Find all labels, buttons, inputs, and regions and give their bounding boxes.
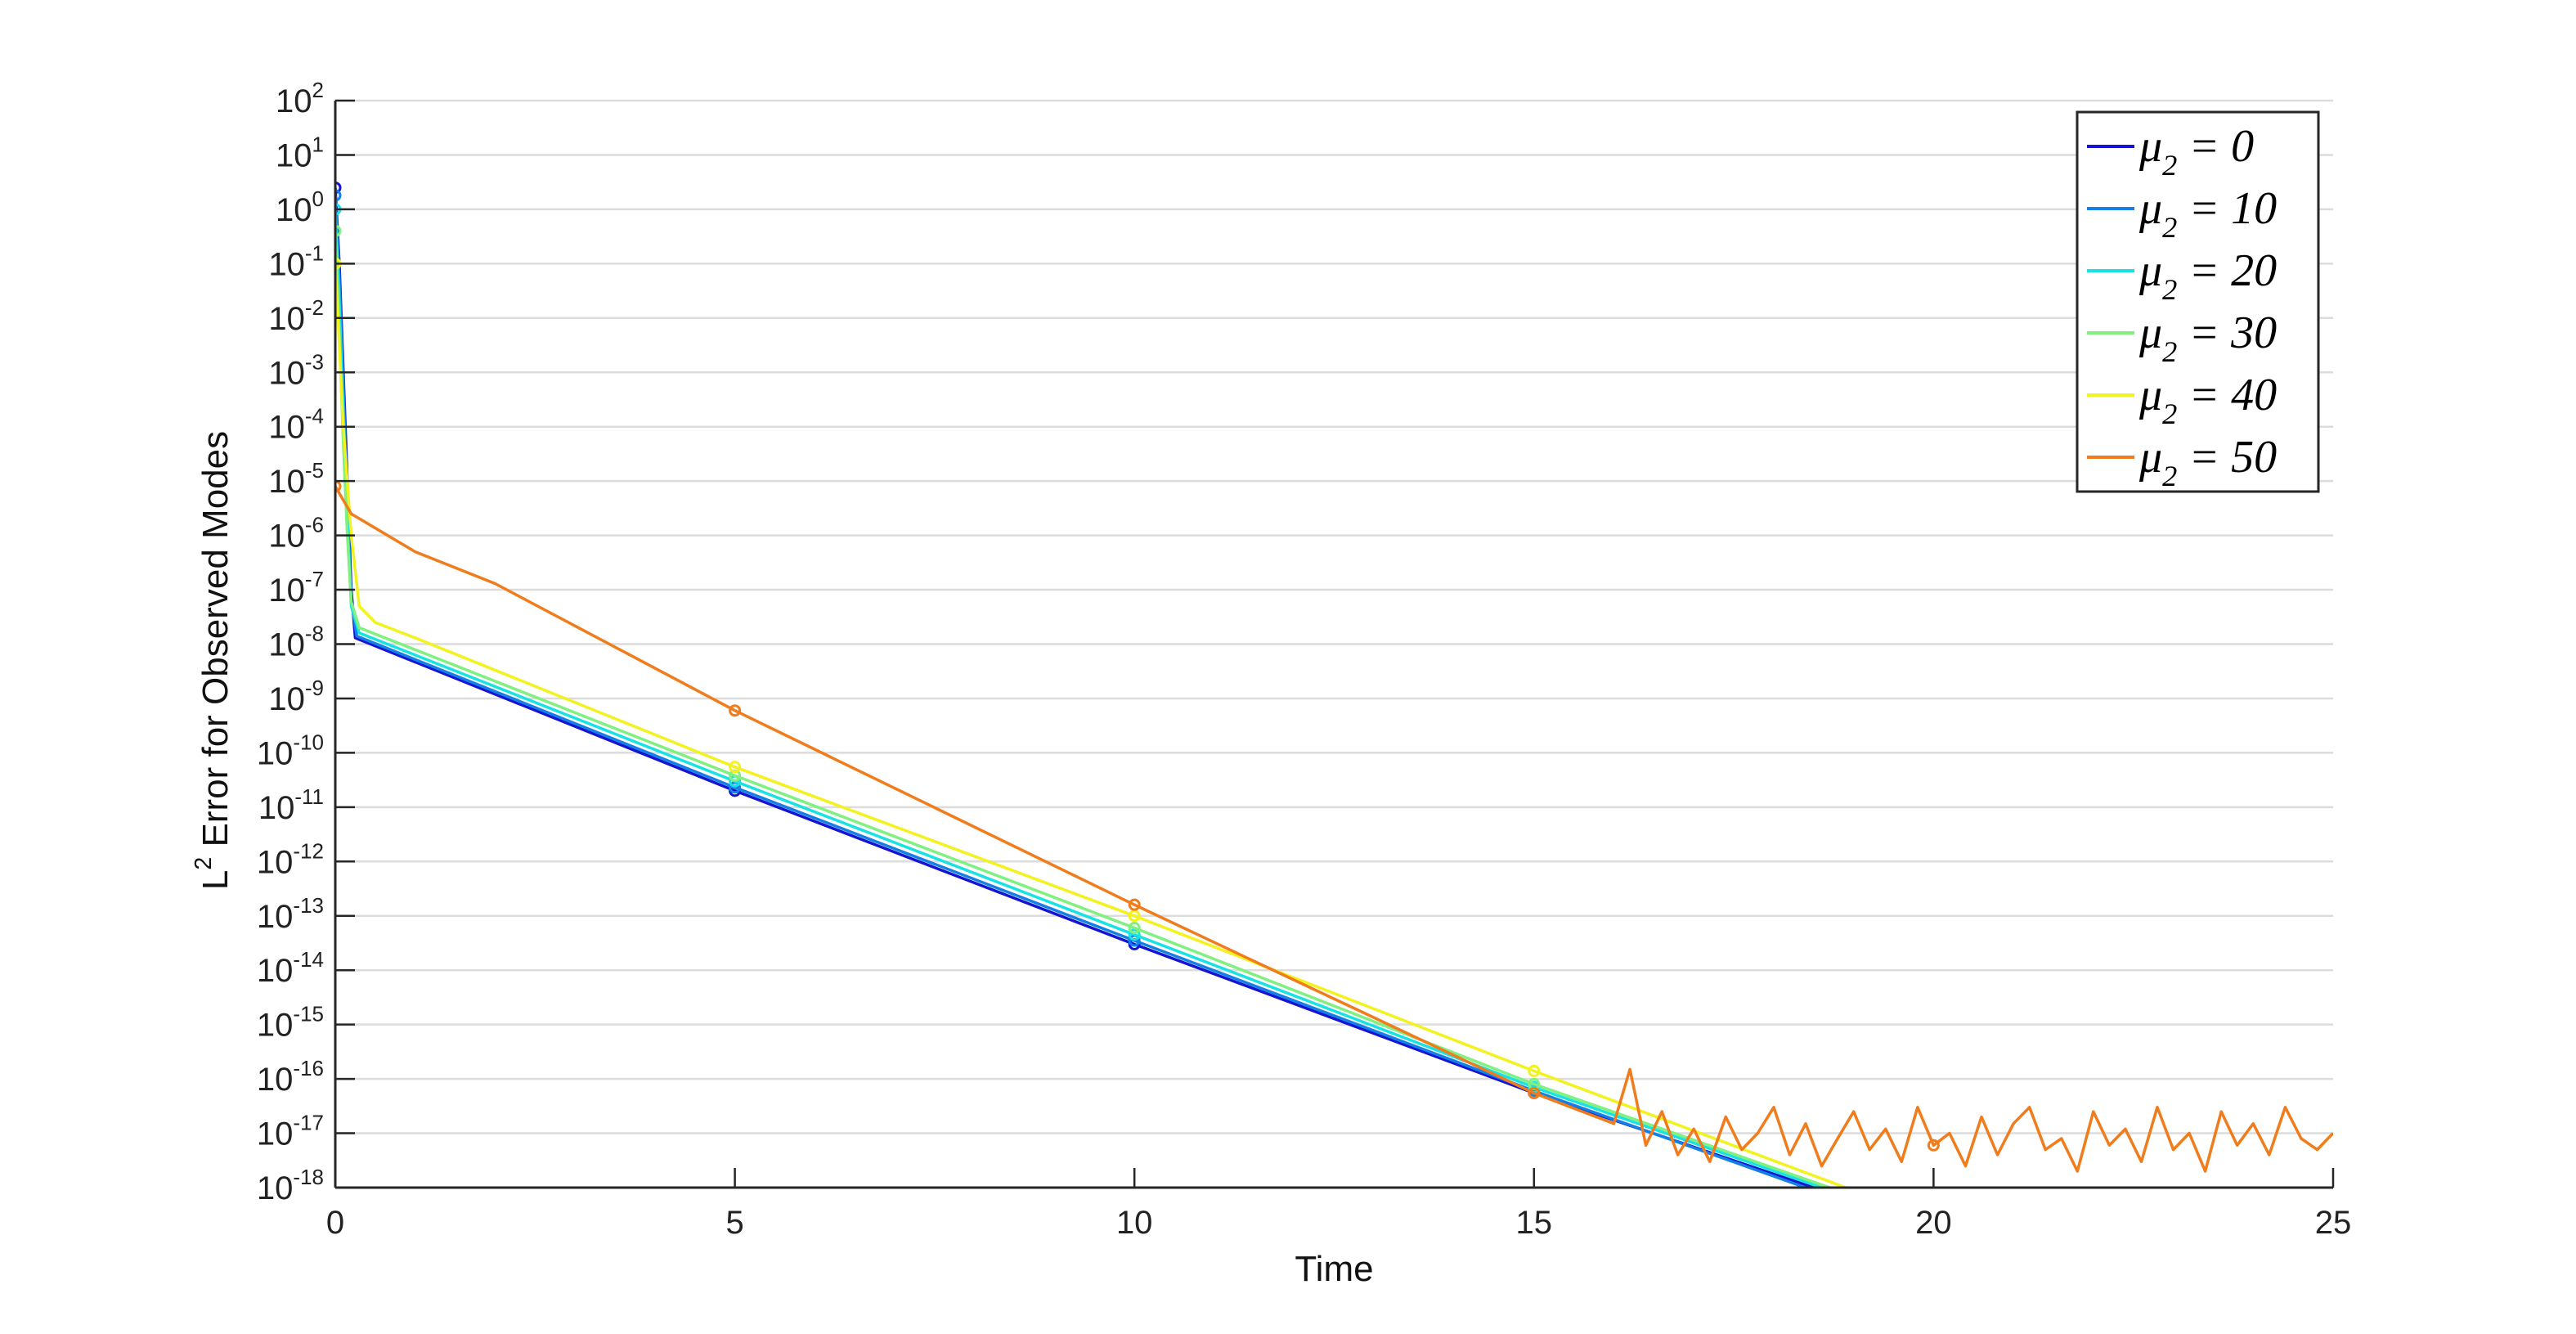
legend-box	[2076, 110, 2320, 493]
series-marker	[729, 761, 742, 774]
y-tick-label: 10-12​	[257, 838, 324, 880]
x-tick-label: 5	[725, 1205, 743, 1241]
series-marker	[335, 224, 342, 237]
y-tick-label: 101​	[276, 132, 324, 173]
y-tick-label: 10-7​	[268, 567, 324, 609]
series-marker	[1528, 1086, 1541, 1099]
legend-label: μ2​ = 10	[2138, 183, 2277, 244]
y-tick-label: 10-11​	[258, 784, 324, 826]
x-tick-label: 20	[1915, 1205, 1952, 1241]
y-tick-label: 100​	[276, 186, 324, 228]
series-marker	[335, 181, 342, 194]
series-line	[335, 485, 2333, 1173]
series-marker	[729, 704, 742, 717]
series-marker	[335, 480, 342, 493]
x-tick-label: 15	[1516, 1205, 1553, 1241]
legend-label: μ2​ = 50	[2138, 432, 2277, 492]
x-axis-label: Time	[1295, 1249, 1373, 1289]
series-marker	[335, 189, 342, 202]
grid	[335, 99, 2333, 1189]
y-tick-label: 10-16​	[257, 1056, 324, 1098]
legend-label: μ2​ = 30	[2138, 308, 2277, 368]
legend-label: μ2​ = 40	[2138, 370, 2277, 430]
series-marker	[1128, 928, 1141, 941]
y-tick-label: 10-14​	[257, 947, 324, 989]
y-tick-label: 10-15​	[257, 1002, 324, 1044]
y-axis-label: L2​ Error for Observed Modes	[191, 431, 236, 890]
legend-label: μ2​ = 20	[2138, 245, 2277, 306]
y-tick-label: 10-10​	[257, 730, 324, 771]
series-marker	[1128, 921, 1141, 934]
axes: 10-18​ 10-17​ 10-16​ 10-15​ 10-14​ 10-13​ 10-1…	[191, 78, 2351, 1289]
series-marker	[1128, 898, 1141, 911]
series-marker	[1128, 910, 1141, 923]
y-tick-label: 10-3​	[268, 349, 324, 391]
y-tick-label: 10-18​	[257, 1165, 324, 1206]
y-tick-label: 10-2​	[268, 295, 324, 337]
y-tick-label: 10-9​	[268, 676, 324, 717]
x-tick-label: 10	[1116, 1205, 1153, 1241]
y-tick-label: 10-1​	[268, 240, 324, 282]
series-marker	[1927, 1139, 1940, 1152]
y-tick-label: 10-17​	[257, 1111, 324, 1152]
legend-label: μ2​ = 0	[2138, 121, 2254, 182]
y-tick-label: 10-8​	[268, 622, 324, 663]
x-tick-label: 25	[2315, 1205, 2352, 1241]
y-tick-label: 10-6​	[268, 513, 324, 555]
series-marker	[1528, 1064, 1541, 1077]
y-tick-label: 102​	[276, 78, 324, 119]
y-tick-label: 10-4​	[268, 404, 324, 446]
y-tick-label: 10-13​	[257, 893, 324, 935]
y-tick-label: 10-5​	[268, 458, 324, 500]
x-tick-label: 0	[326, 1205, 344, 1241]
